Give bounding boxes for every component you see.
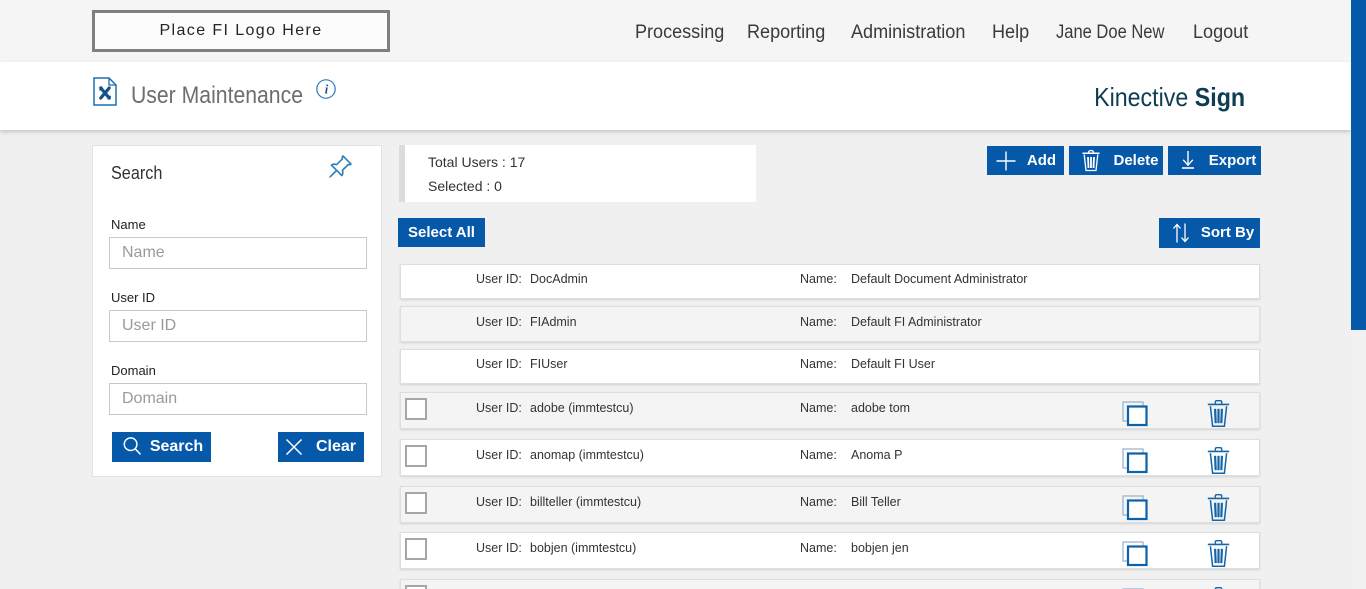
svg-text:i: i	[325, 83, 329, 97]
